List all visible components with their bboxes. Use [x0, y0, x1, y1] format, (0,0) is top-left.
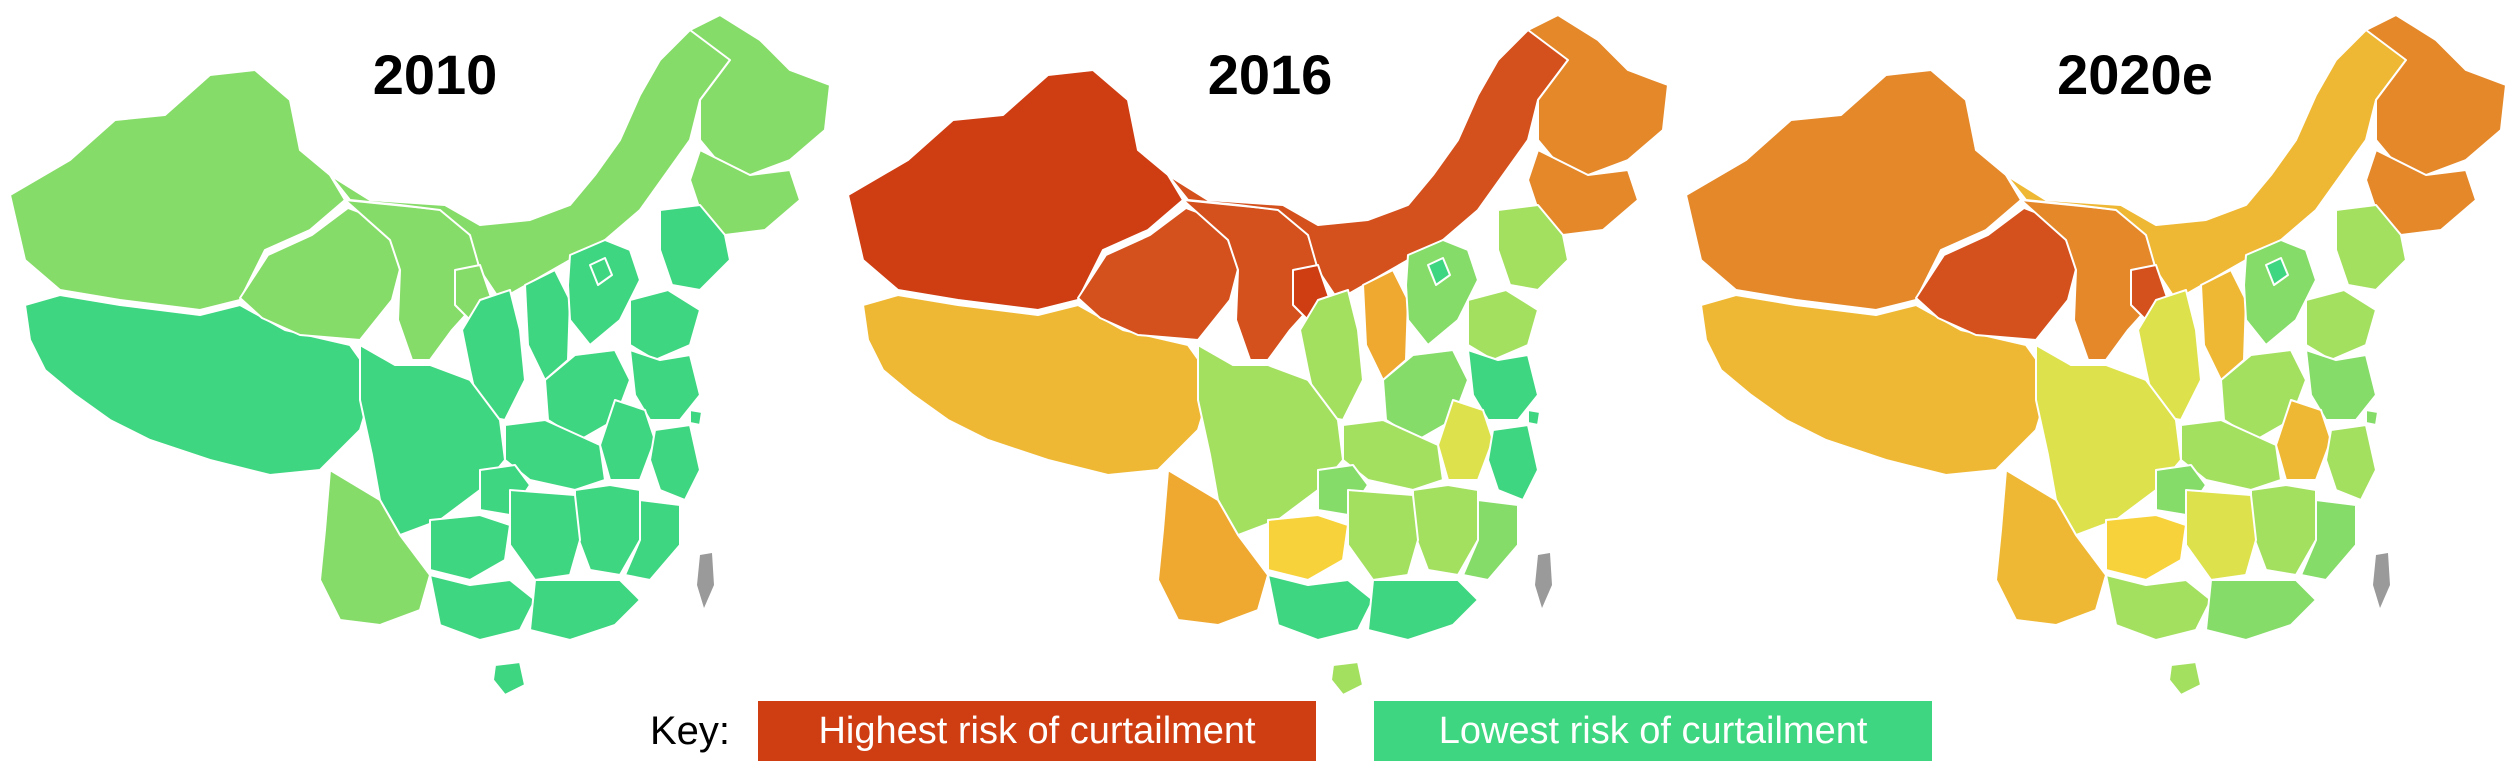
legend-label: Key: — [650, 708, 731, 753]
region-hainan — [492, 661, 526, 696]
map-title-2020e: 2020e — [2057, 43, 2213, 106]
region-zhejiang — [649, 424, 701, 501]
legend-lowest-risk: Lowest risk of curtailment — [1374, 701, 1933, 761]
map-title-2010: 2010 — [372, 43, 498, 106]
region-guizhou — [2105, 514, 2187, 581]
legend: Key: Highest risk of curtailment Lowest … — [650, 700, 1933, 762]
region-guangxi — [2105, 574, 2212, 641]
region-guangdong — [1367, 579, 1479, 641]
region-heilongjiang — [2365, 14, 2507, 176]
region-guangdong — [2205, 579, 2317, 641]
region-guizhou — [429, 514, 511, 581]
region-shanghai — [1527, 409, 1541, 426]
region-guizhou — [1267, 514, 1349, 581]
region-hunan — [509, 489, 581, 581]
region-shandong — [2305, 289, 2377, 361]
region-taiwan — [1535, 553, 1552, 608]
map-title-2016: 2016 — [1207, 43, 1333, 106]
map-2010 — [9, 14, 831, 696]
map-2020e — [1685, 14, 2507, 696]
region-heilongjiang — [689, 14, 831, 176]
region-hainan — [1330, 661, 1364, 696]
region-shanghai — [2365, 409, 2379, 426]
region-hunan — [2185, 489, 2257, 581]
region-zhejiang — [2325, 424, 2377, 501]
region-taiwan — [697, 553, 714, 608]
region-guangxi — [429, 574, 536, 641]
region-shandong — [629, 289, 701, 361]
region-taiwan — [2373, 553, 2390, 608]
region-shandong — [1467, 289, 1539, 361]
map-2016 — [847, 14, 1669, 696]
region-hainan — [2168, 661, 2202, 696]
legend-highest-risk: Highest risk of curtailment — [758, 701, 1317, 761]
region-heilongjiang — [1527, 14, 1669, 176]
region-shanghai — [689, 409, 703, 426]
region-hunan — [1347, 489, 1419, 581]
region-guangxi — [1267, 574, 1374, 641]
region-guangdong — [529, 579, 641, 641]
region-zhejiang — [1487, 424, 1539, 501]
